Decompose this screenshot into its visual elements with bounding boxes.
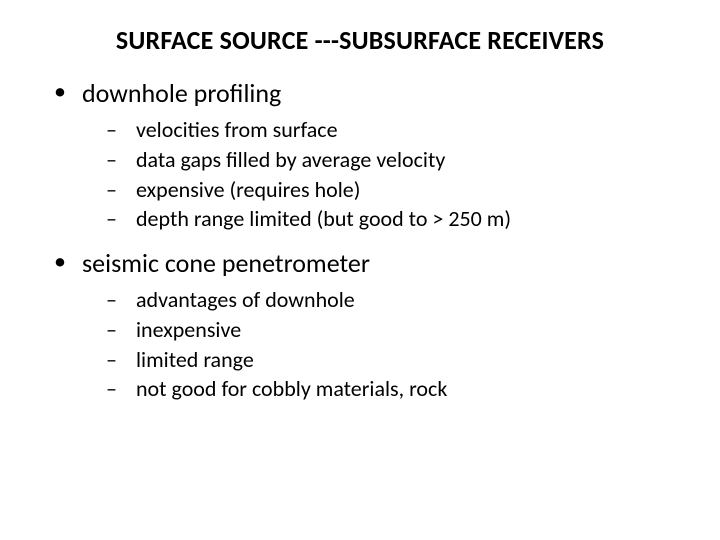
level1-text: downhole profiling <box>82 77 281 109</box>
bullet-level2: not good for cobbly materials, rock <box>40 374 680 404</box>
level2-text: limited range <box>136 346 254 373</box>
bullet-level2: advantages of downhole <box>40 285 680 315</box>
level2-text: not good for cobbly materials, rock <box>136 375 447 402</box>
slide-title: SURFACE SOURCE ---SUBSURFACE RECEIVERS <box>40 24 680 56</box>
bullet-level1: downhole profiling <box>40 78 680 109</box>
bullet-level2: expensive (requires hole) <box>40 175 680 205</box>
level2-text: depth range limited (but good to > 250 m… <box>136 205 511 232</box>
bullet-level2: data gaps filled by average velocity <box>40 145 680 175</box>
bullet-level2: limited range <box>40 345 680 375</box>
bullet-level2: velocities from surface <box>40 115 680 145</box>
bullet-level1: seismic cone penetrometer <box>40 248 680 279</box>
level2-text: data gaps filled by average velocity <box>136 146 445 173</box>
sublist: velocities from surface data gaps filled… <box>40 115 680 234</box>
level2-text: advantages of downhole <box>136 286 355 313</box>
level1-text: seismic cone penetrometer <box>82 247 370 279</box>
level2-text: expensive (requires hole) <box>136 176 360 203</box>
level2-text: inexpensive <box>136 316 241 343</box>
bullet-level2: inexpensive <box>40 315 680 345</box>
level2-text: velocities from surface <box>136 116 338 143</box>
slide: SURFACE SOURCE ---SUBSURFACE RECEIVERS d… <box>0 0 720 540</box>
sublist: advantages of downhole inexpensive limit… <box>40 285 680 404</box>
bullet-level2: depth range limited (but good to > 250 m… <box>40 204 680 234</box>
